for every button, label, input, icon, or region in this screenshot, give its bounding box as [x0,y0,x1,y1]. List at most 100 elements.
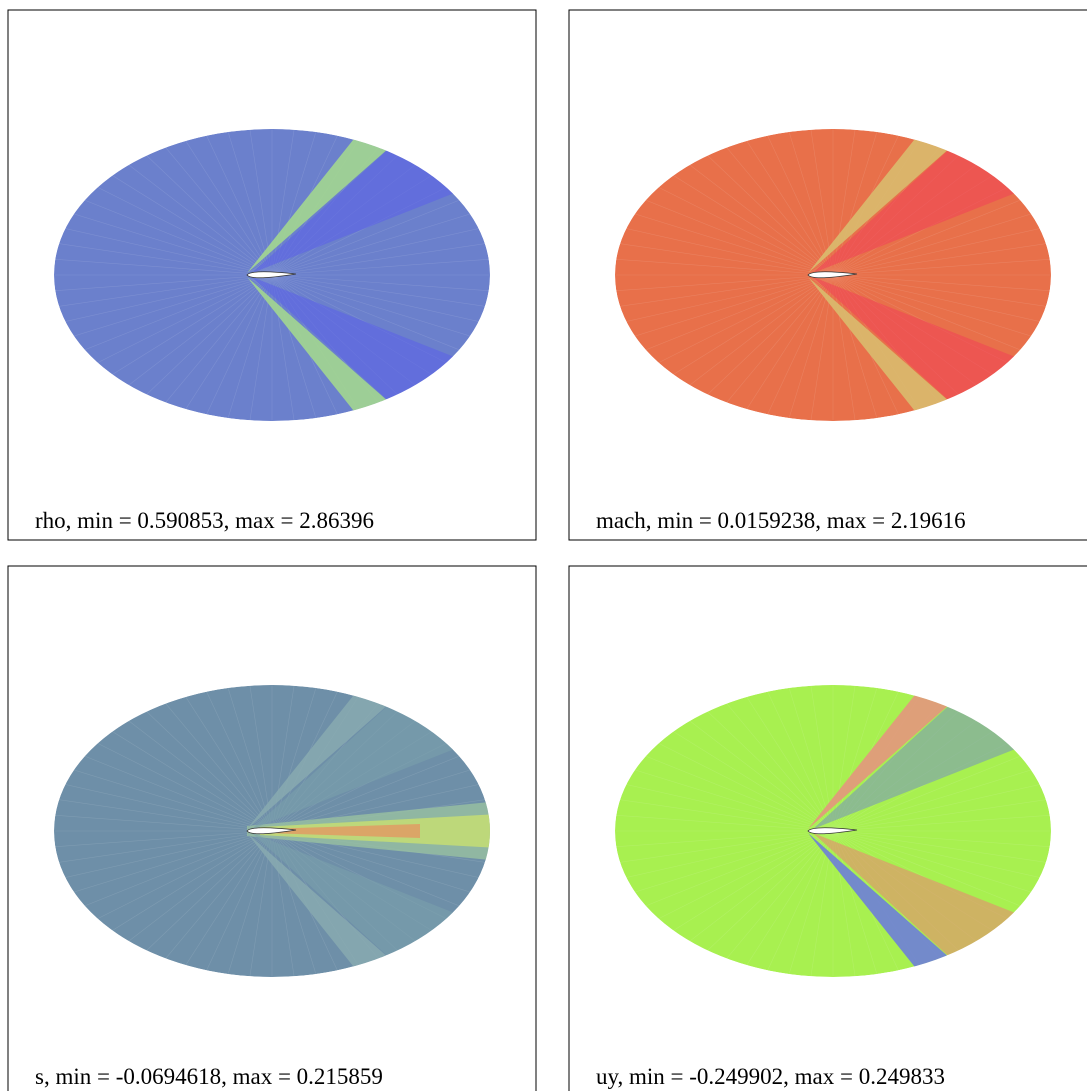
shock-lower-outer [247,277,415,421]
shock-lower-outer [247,833,415,977]
mesh-line [832,830,888,977]
airfoil [807,827,858,835]
mesh-line [54,255,273,276]
mesh-line [217,274,273,421]
mesh-line [54,274,273,313]
mesh-line [832,685,888,832]
mesh-line [615,274,834,313]
panel-caption: s, min = -0.0694618, max = 0.215859 [35,1064,383,1089]
mesh-line [271,274,490,295]
shock-upper-outer [247,685,415,829]
shock-upper-outer [808,129,976,273]
mesh-line [271,274,490,349]
mesh-line [271,274,327,421]
mesh-line [217,685,273,832]
mesh-line [615,811,834,832]
mesh-line [832,237,1051,276]
mesh-line [54,830,273,887]
airfoil [807,271,858,279]
mesh-line [805,685,834,832]
panel: uy, min = -0.249902, max = 0.249833 [568,565,1087,1091]
mesh-line [778,129,834,276]
mesh-line [832,811,1051,832]
mesh-line [832,757,1051,832]
mesh-line [54,793,273,832]
mesh-line [271,685,327,832]
airfoil [246,271,297,279]
shock-upper-outer [247,129,415,273]
mesh-line [615,830,834,851]
panel: rho, min = 0.590853, max = 2.86396 [7,9,537,541]
mesh-line [615,830,834,887]
mesh-line [805,830,834,977]
mesh-line [271,830,490,905]
mesh-line [54,830,273,851]
mesh-line [54,830,273,905]
mesh-line [832,830,1051,869]
mesh-line [615,274,834,349]
panel: s, min = -0.0694618, max = 0.215859 [7,565,537,1091]
mesh-line [244,830,273,977]
mesh-line [832,274,1051,295]
mesh-line [244,129,273,276]
mesh-line [832,274,1051,349]
mesh-line [271,219,490,276]
mesh-line [778,685,834,832]
mesh-line [271,830,327,977]
mesh-line [244,274,273,421]
mesh-line [832,830,1051,905]
mesh-line [271,129,327,276]
mesh-line [832,201,1051,276]
panel-caption: mach, min = 0.0159238, max = 2.19616 [596,508,966,533]
panel-caption: uy, min = -0.249902, max = 0.249833 [596,1064,945,1089]
mesh-line [54,775,273,832]
mesh-line [615,219,834,276]
mesh-line [271,274,490,331]
mesh-line [615,775,834,832]
mesh-line [832,830,1051,887]
wake-hot [265,824,420,838]
mesh-line [271,255,490,276]
mesh-line [271,237,490,276]
mesh-line [54,274,273,349]
mesh-line [54,237,273,276]
mesh-line [271,274,490,313]
shock-lower-outer [808,833,976,977]
mesh-line [615,793,834,832]
shock-upper-outer [808,685,976,829]
mesh-line [832,830,1051,851]
mesh-line [54,219,273,276]
mesh-line [54,757,273,832]
mesh-line [217,129,273,276]
mesh-line [615,757,834,832]
panel: mach, min = 0.0159238, max = 2.19616 [568,9,1087,541]
mesh-line [805,274,834,421]
mesh-line [778,274,834,421]
mesh-line [615,237,834,276]
mesh-line [217,830,273,977]
mesh-line [832,255,1051,276]
mesh-line [54,274,273,295]
mesh-line [54,830,273,869]
mesh-line [54,201,273,276]
mesh-line [54,811,273,832]
panel-caption: rho, min = 0.590853, max = 2.86396 [35,508,374,533]
mesh-line [615,201,834,276]
mesh-line [832,775,1051,832]
mesh-line [832,129,888,276]
mesh-line [832,219,1051,276]
mesh-line [615,830,834,869]
mesh-line [244,685,273,832]
mesh-line [778,830,834,977]
mesh-line [54,274,273,331]
mesh-line [615,274,834,331]
mesh-line [615,274,834,295]
mesh-line [832,274,888,421]
mesh-line [271,201,490,276]
shock-lower-outer [808,277,976,421]
airfoil [246,827,297,835]
mesh-line [832,274,1051,313]
mesh-line [832,793,1051,832]
mesh-line [615,830,834,905]
